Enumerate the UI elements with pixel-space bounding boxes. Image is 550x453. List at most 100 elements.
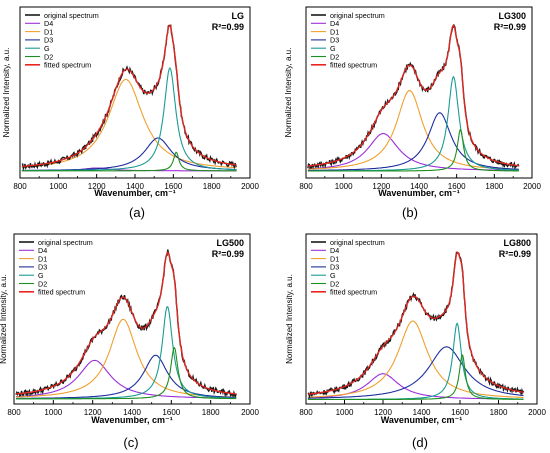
band-d2-line [307,354,524,401]
x-tick-label: 1200 [88,182,106,191]
r-squared-label: R²=0.99 [212,22,244,32]
band-d2-line [307,129,519,172]
x-tick-label: 1200 [374,408,392,417]
x-tick-label: 1800 [203,182,221,191]
x-axis-label: Wavenumber, cm⁻¹ [378,188,459,198]
sample-label: LG300 [498,11,526,21]
original-spectrum-line [307,23,520,170]
x-tick-label: 800 [13,182,27,191]
legend-label-d1: D1 [330,254,339,263]
legend-label-d1: D1 [330,27,339,36]
legend-label-d4: D4 [330,246,339,255]
plot-area [307,23,520,172]
x-tick-label: 2000 [241,408,259,417]
x-tick-label: 1000 [44,408,62,417]
chart-panel-2: 800 1000 1200 1400 1600 1800 2000 Wavenumber, c… [0,233,259,450]
x-tick-label: 2000 [523,182,541,191]
legend-label-d4: D4 [38,246,47,255]
band-d1-line [307,90,519,170]
x-tick-label: 1600 [162,408,180,417]
original-spectrum-line [307,251,525,399]
legend-label-original-spectrum: original spectrum [44,11,99,20]
legend-label-d1: D1 [38,254,47,263]
x-tick-label: 2000 [241,182,259,191]
band-d2-line [21,151,237,172]
legend-label-g: G [38,271,44,280]
x-tick-label: 1800 [485,182,503,191]
x-tick-label: 1600 [448,182,466,191]
x-tick-label: 1200 [372,182,390,191]
r-squared-label: R²=0.99 [494,22,526,32]
band-d3-line [16,354,237,399]
sample-label: LG [232,11,245,21]
legend-label-fitted-spectrum: fitted spectrum [38,288,85,297]
legend-label-d2: D2 [330,279,339,288]
fitted-spectrum-line [21,24,237,168]
legend-label-fitted-spectrum: fitted spectrum [330,61,377,70]
r-squared-label: R²=0.99 [499,249,531,259]
band-d3-line [307,112,519,171]
legend-label-fitted-spectrum: fitted spectrum [44,61,91,70]
band-d3-line [307,346,524,399]
band-d4-line [16,359,237,399]
original-spectrum-line [21,24,238,172]
x-tick-label: 1000 [336,408,354,417]
panel-label: (d) [412,435,428,450]
plot-area [21,24,238,172]
band-d4-line [307,133,519,171]
y-axis-label: Normalized Intensity, a.u. [0,274,8,364]
band-g-line [16,306,237,400]
panel-label: (b) [402,205,418,220]
plot-area [307,251,525,401]
x-tick-label: 1200 [84,408,102,417]
panel-label: (c) [123,435,138,450]
y-axis-label: Normalized Intensity, a.u. [2,48,11,138]
legend-label-d3: D3 [44,36,53,45]
legend-label-d4: D4 [330,19,339,28]
legend-label-d2: D2 [38,279,47,288]
r-squared-label: R²=0.99 [212,249,244,259]
legend-label-fitted-spectrum: fitted spectrum [330,288,377,297]
x-tick-label: 1800 [202,408,220,417]
legend-label-g: G [330,271,336,280]
y-axis-label: Normalized Intensity, a.u. [285,274,294,364]
x-tick-label: 1600 [451,408,469,417]
legend-label-g: G [44,44,50,53]
legend-label-original-spectrum: original spectrum [330,238,385,247]
x-axis-label: Wavenumber, cm⁻¹ [94,188,175,198]
panel-label: (a) [129,205,145,220]
sample-label: LG500 [216,238,244,248]
plot-frame [19,6,251,179]
legend-label-g: G [330,44,336,53]
x-axis-label: Wavenumber, cm⁻¹ [91,415,172,425]
plot-frame [305,233,538,405]
x-tick-label: 1000 [49,182,67,191]
fitted-spectrum-line [307,24,519,167]
legend-label-d2: D2 [330,52,339,61]
legend-label-original-spectrum: original spectrum [38,238,93,247]
legend-label-d3: D3 [330,263,339,272]
x-tick-label: 1400 [410,182,428,191]
y-axis-label: Normalized Intensity, a.u. [284,48,293,138]
x-tick-label: 1400 [126,182,144,191]
band-g-line [21,67,237,172]
band-d1-line [307,320,524,398]
legend-label-original-spectrum: original spectrum [330,11,385,20]
band-d1-line [15,318,237,398]
band-d2-line [16,346,237,400]
legend-label-d2: D2 [44,52,53,61]
chart-panel-3: 800 1000 1200 1400 1600 1800 2000 Wavenumber, c… [285,233,546,450]
original-spectrum-line [15,249,237,398]
plot-frame [13,233,251,405]
band-d1-line [21,78,237,169]
band-d3-line [21,137,237,171]
fitted-spectrum-line [15,251,237,395]
x-tick-label: 1600 [164,182,182,191]
x-tick-label: 1400 [413,408,431,417]
fitted-spectrum-line [307,251,524,395]
legend-label-d1: D1 [44,27,53,36]
chart-panel-0: 800 1000 1200 1400 1600 1800 2000 Wavenumber, c… [2,6,259,220]
plot-area [15,249,237,400]
x-tick-label: 2000 [528,408,546,417]
